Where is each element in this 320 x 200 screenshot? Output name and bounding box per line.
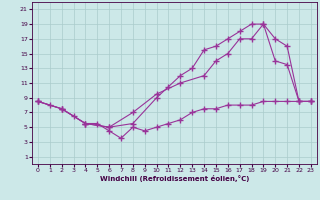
X-axis label: Windchill (Refroidissement éolien,°C): Windchill (Refroidissement éolien,°C) bbox=[100, 175, 249, 182]
